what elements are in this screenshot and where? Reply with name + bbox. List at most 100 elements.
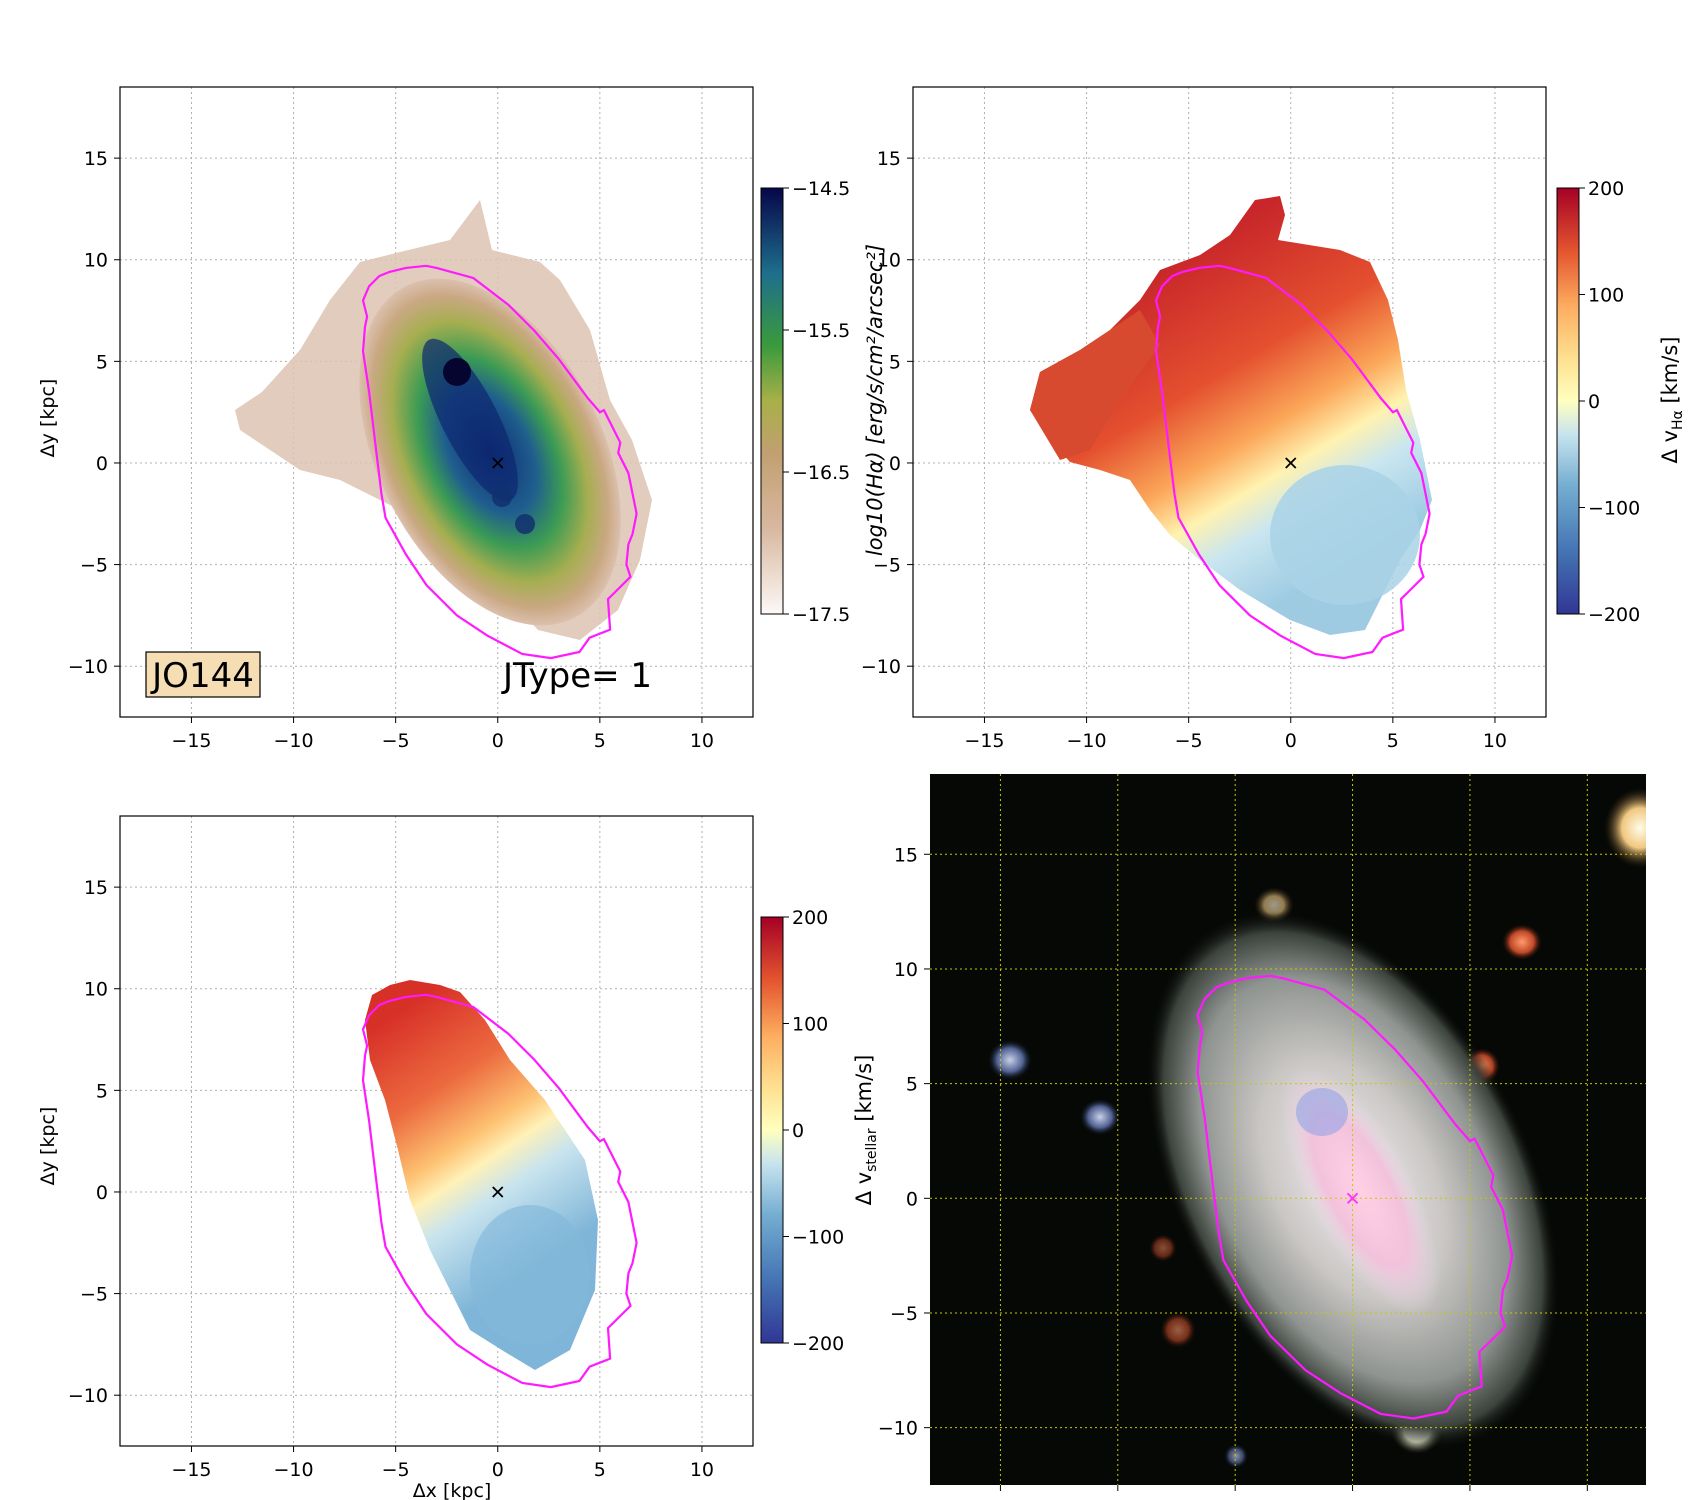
x-tick-label: −5 xyxy=(1221,1498,1249,1500)
y-tick-label: −5 xyxy=(890,1303,918,1325)
x-tick-label: 10 xyxy=(1575,1498,1599,1500)
x-ticks: −15 −10 −5 0 5 10 xyxy=(171,717,714,752)
panel-rgb-image: −15 −10 −5 0 5 10 −10 −5 0 5 10 15 xyxy=(878,774,1646,1500)
x-tick-label: 10 xyxy=(690,1459,714,1481)
center-marker-stroke xyxy=(492,457,504,469)
y-tick-label: −10 xyxy=(68,656,108,678)
colorbar-label: Δ vstellar [km/s] xyxy=(852,1055,880,1206)
colorbar-tick-label: 0 xyxy=(1588,391,1600,413)
colorbar-tick-label: −100 xyxy=(792,1227,844,1249)
y-tick-label: 0 xyxy=(906,1188,918,1210)
y-tick-label: 15 xyxy=(877,148,901,170)
y-ticks: −10 −5 0 5 10 15 xyxy=(68,148,120,678)
colorbar-label: log10(Hα) [erg/s/cm²/arcsec²] xyxy=(863,244,887,556)
colorbar-ticks: −17.5 −16.5 −15.5 −14.5 xyxy=(783,178,850,626)
y-tick-label: −10 xyxy=(861,656,901,678)
x-tick-label: 0 xyxy=(1347,1498,1359,1500)
x-tick-label: −15 xyxy=(171,1459,211,1481)
velocity-map xyxy=(1030,196,1432,635)
velocity-map xyxy=(365,980,598,1370)
y-tick-label: 10 xyxy=(84,979,108,1001)
x-ticks: −15 −10 −5 0 5 10 xyxy=(964,717,1507,752)
galaxy-label-box xyxy=(145,651,261,698)
y-ticks: −10 −5 0 5 10 15 xyxy=(861,148,913,678)
colorbar-tick-label: −200 xyxy=(792,1333,844,1355)
x-tick-label: 10 xyxy=(690,730,714,752)
background-source xyxy=(1160,1312,1196,1348)
colorbar-tick-label: 200 xyxy=(792,907,828,929)
panel-stellar-velocity: −15 −10 −5 0 5 10 −10 −5 0 5 10 15 Δx [kpc] Δy [kp… xyxy=(37,815,880,1500)
blue-knot xyxy=(1296,1088,1348,1136)
x-tick-label: 0 xyxy=(492,1459,504,1481)
y-tick-label: 10 xyxy=(84,250,108,272)
receding-blob xyxy=(470,1205,590,1345)
panel-halpha-velocity: −15 −10 −5 0 5 10 −10 −5 0 5 10 15 −200 −100 0 100 200… xyxy=(861,86,1686,752)
center-marker-stroke xyxy=(492,1186,504,1198)
galaxy-contour xyxy=(361,264,638,660)
y-tick-label: −5 xyxy=(80,1284,108,1306)
x-axis-label: Δx [kpc] xyxy=(413,1480,492,1500)
galaxy-contour xyxy=(1154,264,1431,660)
x-tick-label: −15 xyxy=(171,730,211,752)
y-axis-label: Δy [kpc] xyxy=(37,379,59,458)
center-marker-stroke xyxy=(1285,457,1297,469)
y-tick-label: −10 xyxy=(878,1418,918,1440)
x-tick-label: −10 xyxy=(274,730,314,752)
x-tick-label: 0 xyxy=(1285,730,1297,752)
colorbar-tick-label: 200 xyxy=(1588,178,1624,200)
x-tick-label: −10 xyxy=(274,1459,314,1481)
background-source xyxy=(1502,924,1542,960)
center-marker-stroke xyxy=(1346,1192,1359,1204)
colorbar-ticks: −200 −100 0 100 200 xyxy=(783,907,844,1355)
colorbar-tick-label: 100 xyxy=(792,1014,828,1036)
colorbar-tick-label: −15.5 xyxy=(792,320,850,342)
center-marker xyxy=(1346,1192,1359,1204)
center-marker xyxy=(492,1186,504,1198)
x-tick-label: −10 xyxy=(1098,1498,1138,1500)
y-axis-label: Δy [kpc] xyxy=(37,1107,59,1186)
y-tick-label: 0 xyxy=(889,453,901,475)
colorbar xyxy=(1556,187,1580,615)
center-marker xyxy=(492,457,504,469)
colorbar-label: Δ vHα [km/s] xyxy=(1658,337,1686,464)
colorbar xyxy=(760,187,784,615)
receding-blob xyxy=(1270,465,1420,605)
bright-star xyxy=(1604,788,1646,868)
y-tick-label: 5 xyxy=(96,1080,108,1102)
west-tail xyxy=(1030,310,1160,460)
axes-frame xyxy=(119,86,754,718)
x-tick-label: 5 xyxy=(1387,730,1399,752)
x-tick-label: 10 xyxy=(1483,730,1507,752)
colorbar-tick-label: 0 xyxy=(792,1120,804,1142)
y-tick-label: 15 xyxy=(84,877,108,899)
x-ticks: −15 −10 −5 0 5 10 xyxy=(980,1485,1599,1500)
axes-frame xyxy=(912,86,1547,718)
colorbar-ticks: −200 −100 0 100 200 xyxy=(1579,178,1640,626)
y-tick-label: −10 xyxy=(68,1385,108,1407)
x-tick-label: 5 xyxy=(594,730,606,752)
x-tick-label: 5 xyxy=(594,1459,606,1481)
colorbar-tick-label: −17.5 xyxy=(792,604,850,626)
colorbar-tick-label: −16.5 xyxy=(792,462,850,484)
colorbar-tick-label: −200 xyxy=(1588,604,1640,626)
y-tick-label: 10 xyxy=(877,250,901,272)
x-tick-label: −5 xyxy=(1175,730,1203,752)
x-tick-label: 5 xyxy=(1464,1498,1476,1500)
x-tick-label: −10 xyxy=(1067,730,1107,752)
x-tick-label: −5 xyxy=(382,730,410,752)
bright-knot xyxy=(443,358,471,386)
y-tick-label: 0 xyxy=(96,453,108,475)
bright-knot xyxy=(492,487,512,507)
y-tick-label: 10 xyxy=(894,959,918,981)
background-source xyxy=(1224,1444,1248,1468)
x-tick-label: −5 xyxy=(382,1459,410,1481)
flux-map xyxy=(235,200,652,640)
x-ticks: −15 −10 −5 0 5 10 xyxy=(171,1446,714,1481)
y-tick-label: 15 xyxy=(894,844,918,866)
galaxy-contour xyxy=(361,993,638,1389)
galaxy-contour xyxy=(1196,974,1514,1420)
bright-knot xyxy=(515,514,535,534)
colorbar-tick-label: 100 xyxy=(1588,285,1624,307)
jtype-label: JType= 1 xyxy=(501,656,652,696)
